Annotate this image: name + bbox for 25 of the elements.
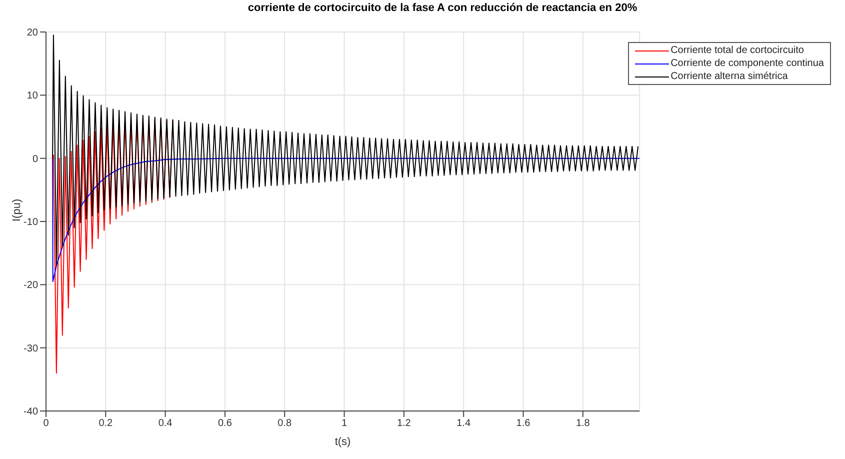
x-tick-label: 0.8 <box>278 418 292 430</box>
x-tick-label: 1.2 <box>396 418 412 430</box>
x-tick-label: 1.6 <box>516 418 531 430</box>
x-tick-label: 0.4 <box>158 418 173 430</box>
line-series <box>52 158 640 282</box>
y-tick-label: -30 <box>24 343 38 354</box>
y-tick-label: -40 <box>24 406 38 418</box>
y-tick-label: -20 <box>24 280 38 292</box>
legend-label: Corriente total de cortocircuito <box>670 44 804 57</box>
legend-label: Corriente de componente continua <box>670 57 824 70</box>
x-tick-label: 0 <box>43 418 50 430</box>
x-tick-label: 1.4 <box>456 418 471 430</box>
y-axis-title: I(pu) <box>10 198 23 222</box>
x-axis-title: t(s) <box>334 436 351 448</box>
y-tick-label: 20 <box>26 28 38 39</box>
legend-label: Corriente alterna simétrica <box>670 70 788 83</box>
line-series <box>52 34 639 266</box>
x-tick-label: 1.8 <box>576 418 590 430</box>
y-tick-label: 0 <box>32 154 38 165</box>
chart-title: corriente de cortocircuito de la fase A con reducción de reactancia en 20% <box>246 2 638 16</box>
y-tick-label: 10 <box>26 90 38 102</box>
y-tick-label: -10 <box>24 217 38 228</box>
x-tick-label: 1 <box>341 418 348 430</box>
x-tick-label: 0.6 <box>218 418 232 430</box>
x-tick-label: 0.2 <box>98 418 114 430</box>
